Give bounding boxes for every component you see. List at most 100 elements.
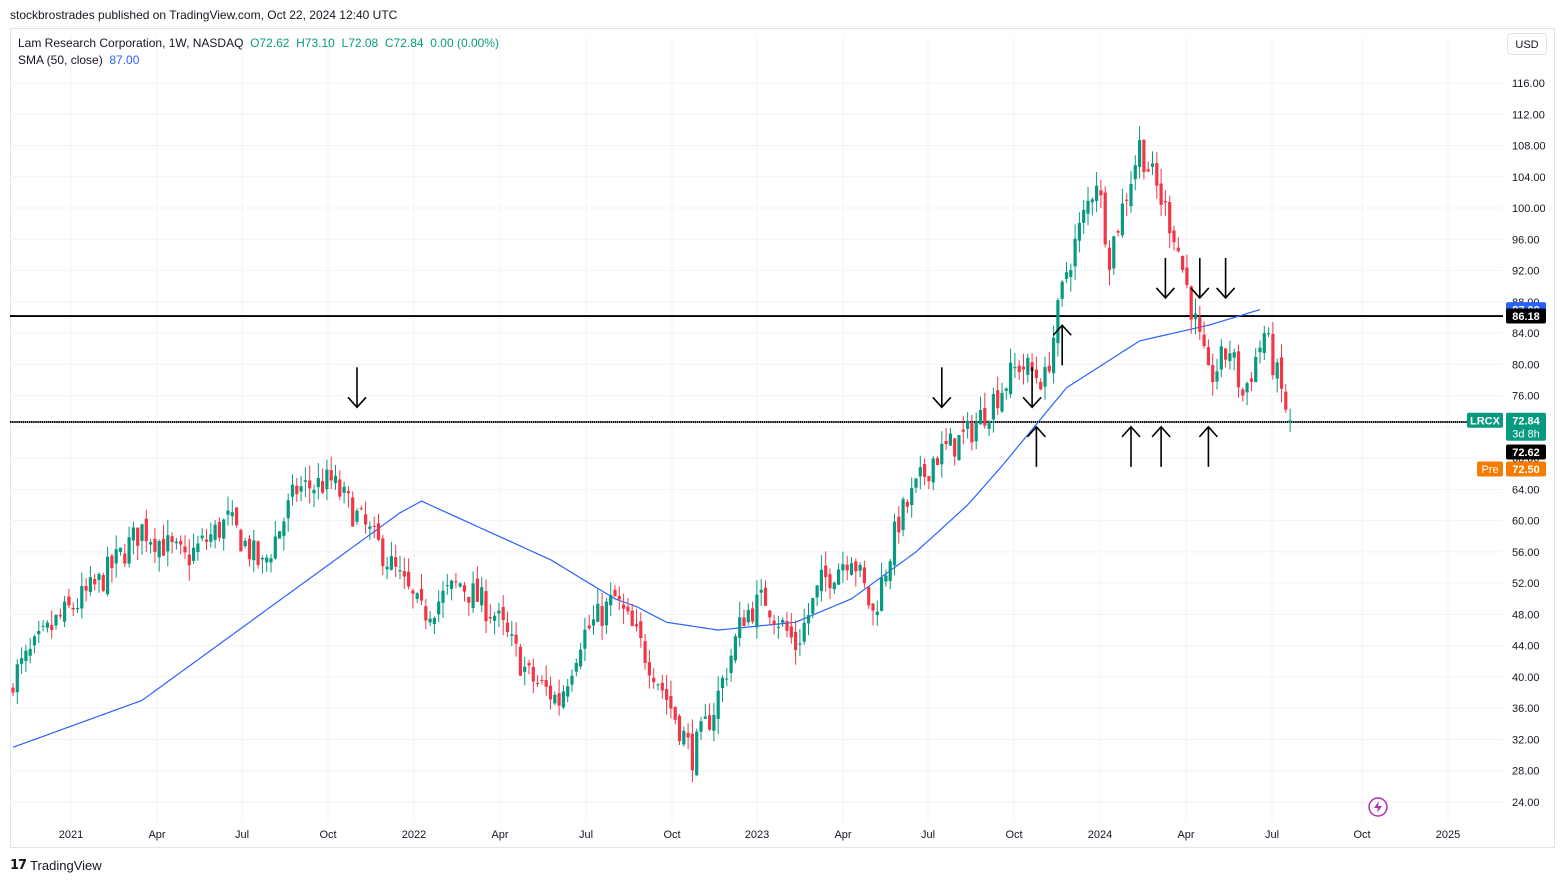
candle-body xyxy=(759,589,763,593)
candle xyxy=(596,588,600,623)
candle-body xyxy=(372,525,376,527)
candle xyxy=(394,544,398,578)
candle xyxy=(987,420,991,436)
sma-indicator-label[interactable]: SMA (50, close) xyxy=(18,53,103,67)
candle xyxy=(978,396,983,425)
candle xyxy=(1056,298,1060,357)
candle xyxy=(1267,327,1271,338)
candle-body xyxy=(217,521,221,538)
y-tick-label: 116.00 xyxy=(1512,78,1545,90)
candle xyxy=(389,541,393,571)
candle-body xyxy=(609,595,613,606)
candle xyxy=(1150,151,1155,175)
symbol-title[interactable]: Lam Research Corporation, 1W, NASDAQ xyxy=(18,36,244,50)
candle-body xyxy=(591,619,596,626)
svg-text:72.62: 72.62 xyxy=(1512,447,1540,459)
candle-body xyxy=(1026,357,1030,375)
candle-body xyxy=(118,547,123,552)
candle-body xyxy=(983,408,987,426)
candle xyxy=(1236,344,1241,398)
candle-body xyxy=(1241,389,1245,396)
candle-body xyxy=(897,516,901,533)
candle-body xyxy=(966,420,970,429)
candle xyxy=(480,577,484,612)
candle-body xyxy=(798,643,802,645)
candle-body xyxy=(953,438,957,457)
change-value: 0.00 (0.00%) xyxy=(430,36,499,50)
candle xyxy=(665,674,669,715)
candle xyxy=(1189,285,1193,334)
x-tick-label: Apr xyxy=(834,829,851,841)
candle-body xyxy=(944,440,948,445)
candle-body xyxy=(1172,230,1176,243)
candle xyxy=(140,523,144,555)
candle xyxy=(1039,378,1043,391)
candle xyxy=(720,675,725,703)
support-price-pill: 72.62 xyxy=(1506,444,1546,460)
candle-body xyxy=(1120,203,1124,236)
y-tick-label: 56.00 xyxy=(1512,547,1540,559)
candle-body xyxy=(548,685,553,700)
candle xyxy=(940,431,944,478)
candle xyxy=(828,568,832,600)
candle-body xyxy=(381,538,385,567)
candle-body xyxy=(50,625,54,630)
candle xyxy=(282,517,286,551)
candle xyxy=(93,573,97,591)
candle-body xyxy=(84,585,88,591)
candle-body xyxy=(819,569,823,592)
candle xyxy=(935,456,940,466)
candle-body xyxy=(1185,267,1189,286)
candle xyxy=(1009,348,1013,398)
candle-body xyxy=(131,527,135,541)
candle xyxy=(918,455,922,490)
y-tick-label: 60.00 xyxy=(1512,516,1540,528)
candle-body xyxy=(1155,162,1159,186)
chart-legend: Lam Research Corporation, 1W, NASDAQ O72… xyxy=(18,35,499,69)
candle xyxy=(905,499,909,514)
candle-body xyxy=(1133,165,1137,180)
candle-body xyxy=(880,577,884,611)
candle-body xyxy=(570,675,574,685)
candle-body xyxy=(991,394,995,420)
candle xyxy=(505,611,510,637)
candle-body xyxy=(1258,347,1262,353)
candle xyxy=(432,616,436,634)
currency-button[interactable]: USD xyxy=(1507,33,1547,55)
x-tick-label: 2021 xyxy=(59,829,83,841)
candle xyxy=(226,496,230,526)
candle xyxy=(832,581,836,594)
candle-body xyxy=(239,529,243,552)
candle-body xyxy=(67,596,71,606)
candle-body xyxy=(536,682,540,684)
arrow-up xyxy=(1198,425,1218,467)
candle-body xyxy=(690,733,694,771)
candle xyxy=(1086,186,1090,226)
candle-body xyxy=(290,484,295,497)
candle-body xyxy=(235,507,239,526)
candle xyxy=(677,714,682,745)
x-tick-label: Jul xyxy=(921,829,935,841)
candle-body xyxy=(918,467,922,477)
lightning-icon[interactable] xyxy=(1368,797,1388,817)
candle-body xyxy=(209,534,213,542)
candle xyxy=(106,546,110,597)
y-tick-label: 80.00 xyxy=(1512,359,1540,371)
candle xyxy=(11,683,15,696)
candle xyxy=(966,412,970,439)
candle xyxy=(1168,195,1172,249)
candle-body xyxy=(97,573,101,580)
y-tick-label: 92.00 xyxy=(1512,266,1540,278)
candle-body xyxy=(626,606,630,612)
candle xyxy=(583,617,587,662)
resistance-price-pill: 86.18 xyxy=(1506,308,1546,324)
candle xyxy=(609,582,613,616)
candle-body xyxy=(166,535,170,552)
candle xyxy=(484,579,488,633)
arrow-head xyxy=(1026,425,1046,438)
candle xyxy=(643,634,647,670)
sma-50-line xyxy=(12,309,1261,748)
candle xyxy=(1073,224,1077,280)
candle xyxy=(290,474,295,506)
